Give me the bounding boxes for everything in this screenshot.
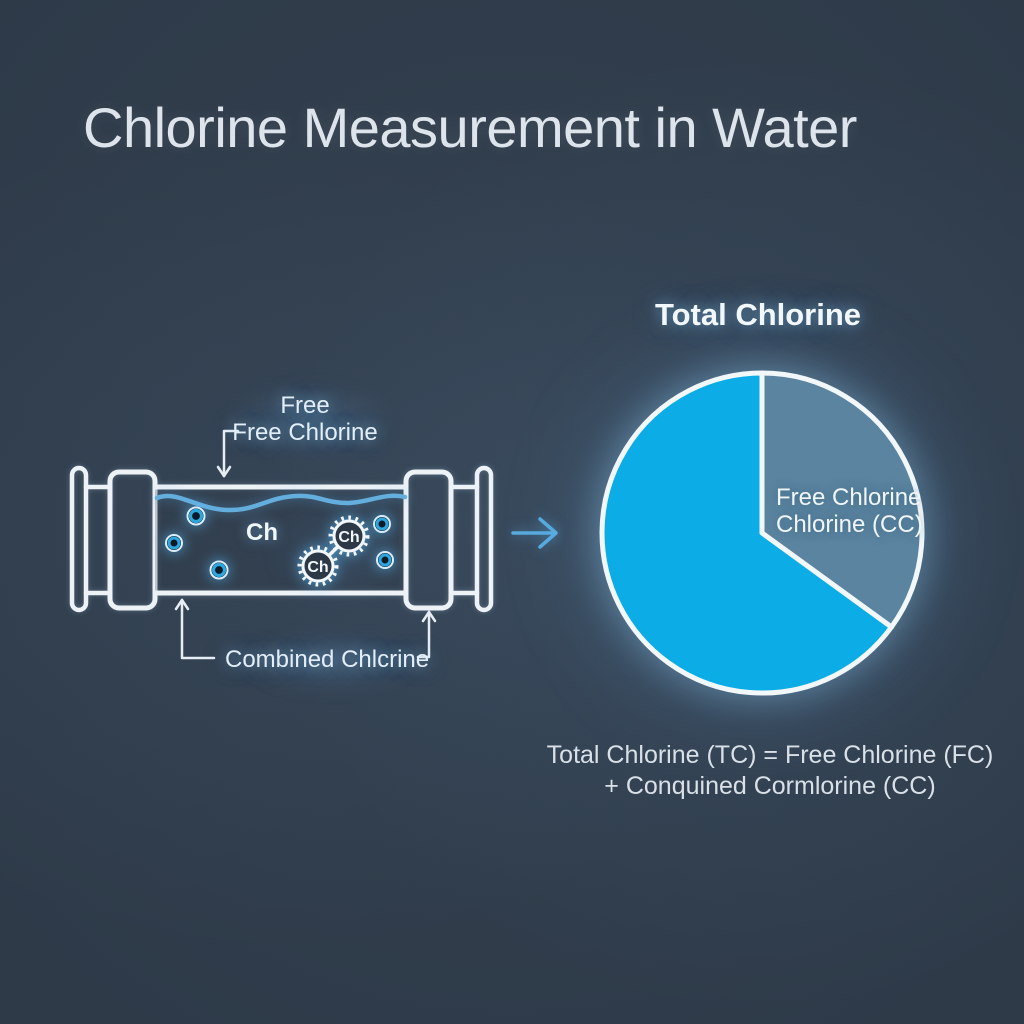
- pie-chart-title: Total Chlorine: [654, 297, 862, 332]
- combined-chlorine-label: Combined Chlcrine: [225, 646, 430, 673]
- pie-slice-label-line2: Chlorine (CC): [776, 511, 923, 538]
- combined-chlorine-callout-arrow-left-icon: [174, 598, 216, 660]
- bubbles: [165, 506, 394, 580]
- pipe-body: [152, 484, 409, 596]
- dissolved-molecule-label: Ch: [246, 519, 278, 546]
- bubble-icon: [209, 560, 229, 580]
- free-chlorine-callout-arrow-icon: [216, 429, 240, 478]
- pipe-left-neck: [83, 484, 113, 596]
- equation-line2: + Conquined Cormlorine (CC): [604, 772, 936, 800]
- pie-chart: [599, 370, 925, 696]
- free-chlorine-label-line1: Free: [280, 392, 330, 419]
- pipe-right-neck: [448, 484, 480, 596]
- pipe-right-flange: [403, 469, 454, 611]
- pipe-left-endcap: [69, 465, 89, 613]
- equation-line1: Total Chlorine (TC) = Free Chlorine (FC): [546, 741, 994, 769]
- combined-molecules-icon: Ch Ch: [297, 515, 370, 587]
- pipe-right-endcap: [474, 465, 494, 613]
- pipe-icon: [69, 465, 494, 613]
- equation-caption: Total Chlorine (TC) = Free Chlorine (FC)…: [530, 740, 1010, 802]
- pie-slice-label: Free Chlorine Chlorine (CC): [776, 484, 923, 538]
- gear-molecule-label: Ch: [307, 559, 328, 576]
- pipe-left-flange: [107, 469, 158, 611]
- free-chlorine-label-line2: Free Chlorine: [232, 419, 378, 446]
- gear-molecule-label: Ch: [338, 529, 359, 546]
- gear-molecule-icon: Ch: [297, 545, 339, 587]
- gear-molecule-icon: Ch: [328, 515, 370, 557]
- bubble-icon: [376, 551, 394, 569]
- combined-chlorine-callout-arrow-right-icon: [416, 610, 437, 659]
- page-title: Chlorine Measurement in Water: [83, 96, 857, 159]
- flow-arrow-icon: [511, 517, 558, 549]
- bubble-icon: [186, 506, 206, 526]
- free-chlorine-label: Free Free Chlorine: [180, 392, 430, 446]
- bubble-icon: [373, 515, 391, 533]
- bubble-icon: [165, 534, 183, 552]
- pie-slice-0: [759, 370, 925, 630]
- pie-slice-1: [599, 370, 894, 696]
- pie-slice-label-line1: Free Chlorine: [776, 484, 922, 511]
- water-wave-icon: [154, 493, 408, 513]
